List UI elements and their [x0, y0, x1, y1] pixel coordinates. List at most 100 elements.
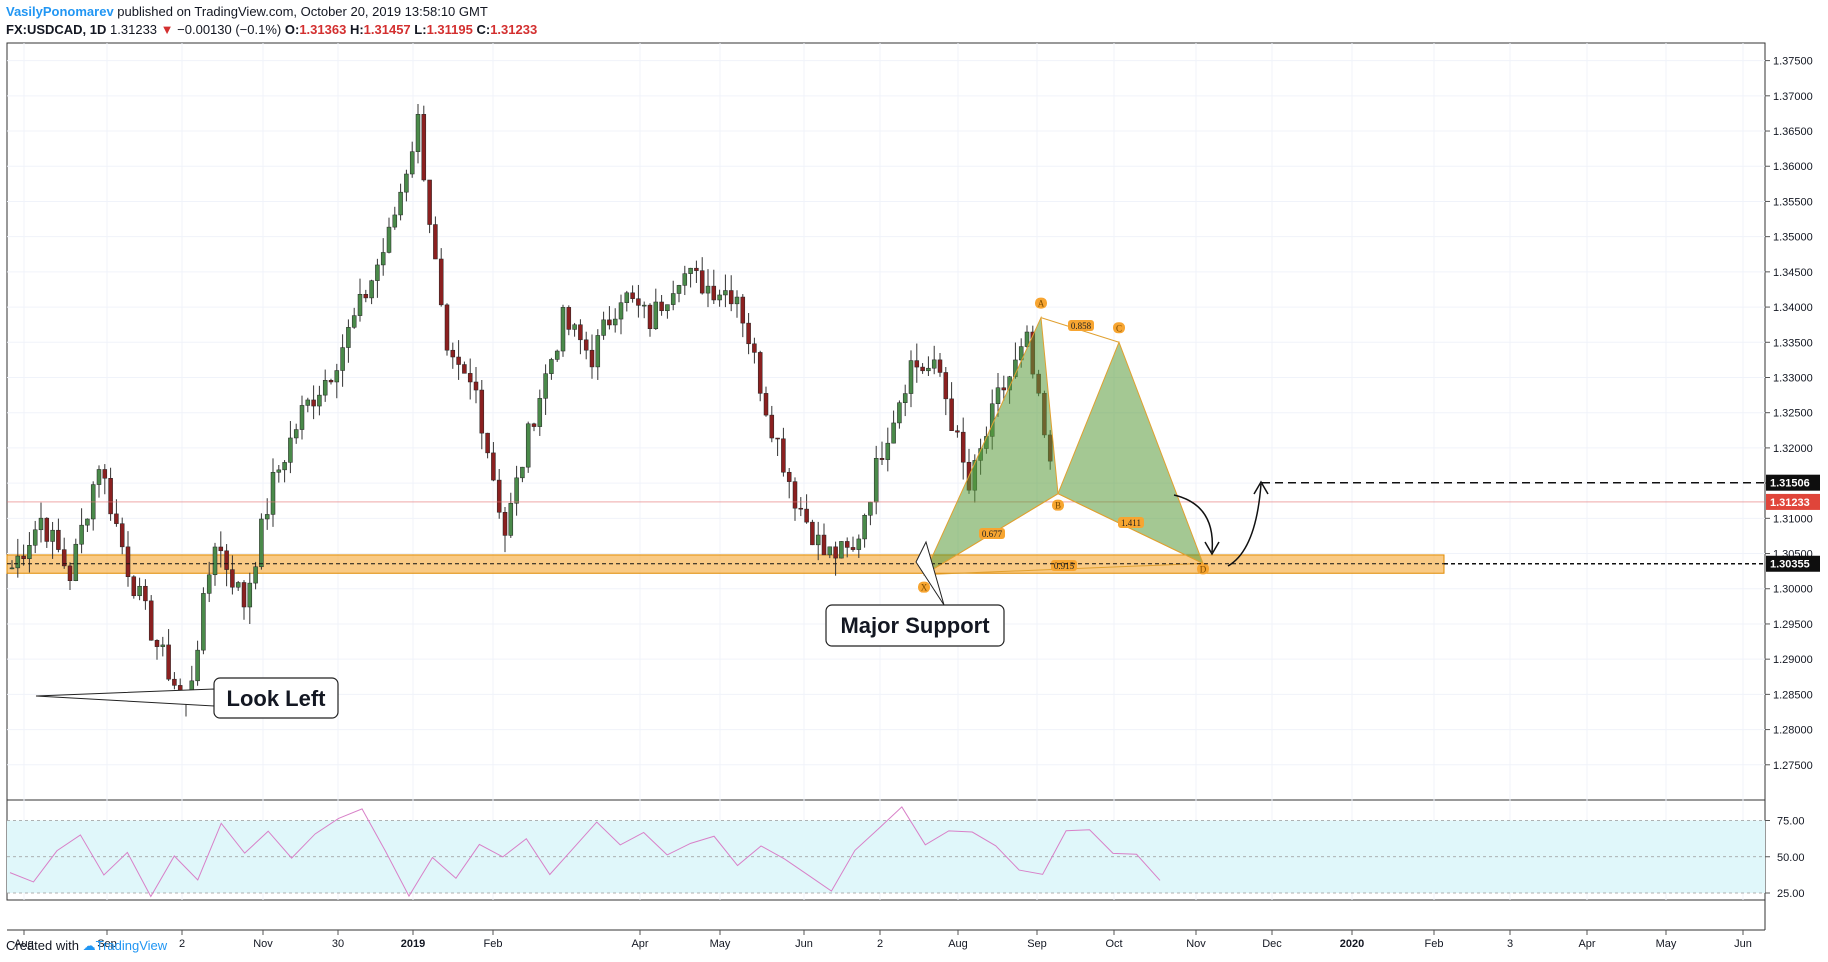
open-label: O: [284, 22, 300, 37]
arrow-down-head [1204, 541, 1220, 556]
candle-body [32, 529, 38, 546]
candle-body [299, 405, 305, 430]
candle-body [15, 555, 21, 569]
time-tick-label: Oct [1105, 938, 1122, 950]
time-tick-label: 2019 [401, 938, 425, 950]
price-tag-label: 1.31233 [1770, 497, 1810, 509]
candle-body [798, 507, 804, 510]
tradingview-logo-icon[interactable]: ☁ [82, 938, 96, 953]
candle-body [699, 270, 705, 294]
candle-body [914, 360, 920, 368]
time-tick-label: Jun [795, 938, 813, 950]
candle-body [763, 393, 769, 416]
candle-body [862, 514, 867, 540]
footer: Created with ☁TradingView [6, 938, 167, 954]
candle-body [583, 339, 589, 351]
low-value: 1.31195 [426, 22, 473, 37]
candle-body [369, 280, 374, 299]
candle-body [688, 267, 693, 274]
candle-body [253, 566, 258, 584]
candle-body [73, 543, 79, 581]
price-tick-label: 1.37500 [1773, 56, 1813, 68]
candle-body [850, 547, 856, 550]
time-tick-label: Jun [1734, 938, 1752, 950]
candle-body [119, 523, 125, 548]
price-tick-label: 1.36500 [1773, 126, 1813, 138]
time-tick-label: Aug [14, 938, 34, 950]
candle-body [96, 469, 102, 485]
candle-body [908, 360, 914, 394]
time-tick-label: 2 [179, 938, 185, 950]
candle-body [549, 359, 554, 374]
candle-body [247, 582, 253, 608]
symbol-label: FX:USDCAD, 1D [6, 22, 107, 37]
candle-body [479, 389, 485, 434]
candle-body [670, 293, 676, 305]
candle-body [467, 373, 473, 383]
candle-body [746, 322, 751, 345]
candle-body [775, 437, 780, 440]
major-support-pointer [915, 540, 945, 606]
candle-body [531, 423, 537, 427]
author-link[interactable]: VasilyPonomarev [6, 4, 114, 19]
pattern-point-c-badge [1113, 322, 1125, 334]
price-tick-label: 1.29000 [1773, 654, 1813, 666]
candle-body [137, 585, 142, 597]
time-tick-label: Feb [1425, 938, 1444, 950]
time-tick-label: Aug [948, 938, 968, 950]
candle-body [786, 471, 792, 482]
price-tick-label: 1.28500 [1773, 689, 1813, 701]
open-value: 1.31363 [299, 22, 347, 37]
candle-body [601, 319, 606, 336]
candle-body [757, 352, 763, 394]
pattern-point-b-label: B [1055, 501, 1061, 511]
ratio-badge [1118, 517, 1144, 528]
price-tick-label: 1.31000 [1773, 513, 1813, 525]
candle-body [607, 319, 612, 326]
candle-body [630, 292, 635, 299]
candle-body [270, 472, 276, 515]
candle-body [351, 315, 357, 328]
price-tick-label: 1.33500 [1773, 337, 1813, 349]
candle-body [792, 481, 798, 509]
time-tick-label: Nov [253, 938, 273, 950]
time-tick-label: May [1656, 938, 1677, 950]
candle-body [694, 267, 699, 271]
candle-body [995, 387, 1001, 405]
candle-body [659, 301, 664, 312]
created-with-text: Created with [6, 938, 79, 953]
candle-body [572, 324, 577, 330]
price-tick-label: 1.35500 [1773, 196, 1813, 208]
tradingview-brand-link[interactable]: TradingView [95, 938, 168, 953]
candle-body [311, 399, 316, 407]
candle-body [224, 550, 229, 570]
price-tag-box [1766, 474, 1820, 491]
candle-body [844, 541, 850, 548]
ratio-label: 0.915 [1054, 561, 1075, 571]
ratio-badge [1068, 320, 1094, 331]
candle-body [357, 293, 363, 316]
candle-body [856, 538, 862, 550]
time-tick-label: Apr [1578, 938, 1595, 950]
candle-body [154, 640, 160, 647]
candle-body [612, 318, 618, 326]
price-tick-label: 1.34000 [1773, 302, 1813, 314]
symbol-legend: FX:USDCAD, 1D 1.31233 ▼ −0.00130 (−0.1%)… [6, 22, 537, 37]
candle-body [427, 179, 432, 225]
candle-body [392, 214, 398, 228]
candle-body [485, 432, 490, 454]
candle-body [61, 549, 67, 567]
candle-body [462, 364, 467, 374]
candle-body [636, 298, 641, 306]
pattern-point-a-badge [1035, 297, 1047, 309]
candle-body [554, 350, 560, 360]
ratio-label: 0.858 [1071, 321, 1092, 331]
candle-body [920, 366, 925, 372]
price-tick-label: 1.34500 [1773, 267, 1813, 279]
time-tick-label: Feb [484, 938, 503, 950]
candle-body [421, 114, 427, 181]
price-tick-label: 1.32500 [1773, 408, 1813, 420]
candle-body [322, 380, 328, 396]
down-arrow-icon: ▼ [160, 22, 174, 37]
